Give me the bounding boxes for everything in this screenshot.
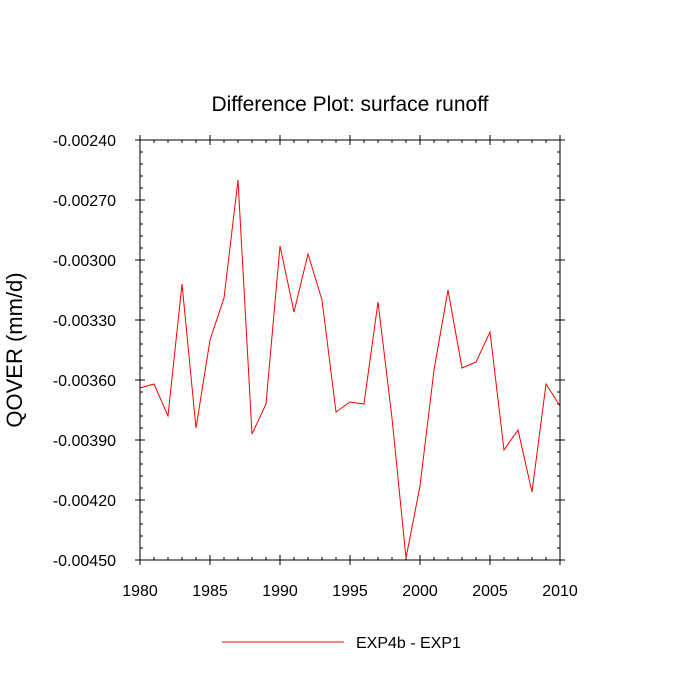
y-tick-label: -0.00360 [53, 373, 116, 390]
series-group [139, 179, 561, 559]
y-tick-label: -0.00240 [53, 133, 116, 150]
data-point [279, 245, 280, 246]
x-tick-label: 1990 [262, 583, 298, 600]
chart-title: Difference Plot: surface runoff [211, 93, 488, 116]
data-point [461, 367, 462, 368]
data-point [433, 369, 434, 370]
legend-label: EXP4b - EXP1 [356, 635, 461, 652]
x-tick-label: 2005 [472, 583, 508, 600]
y-tick-label: -0.00390 [53, 433, 116, 450]
y-tick-label: -0.00330 [53, 313, 116, 330]
plot-frame [139, 139, 561, 561]
data-point [167, 415, 168, 416]
y-tick-label: -0.00450 [53, 553, 116, 570]
data-point [545, 383, 546, 384]
data-point [391, 417, 392, 418]
data-point [447, 289, 448, 290]
data-point [363, 403, 364, 404]
data-point [209, 339, 210, 340]
data-point [419, 485, 420, 486]
y-tick-label: -0.00270 [53, 193, 116, 210]
data-point [503, 449, 504, 450]
data-point [293, 311, 294, 312]
data-point [223, 297, 224, 298]
data-point [475, 361, 476, 362]
x-tick-label: 2010 [542, 583, 578, 600]
data-point [335, 411, 336, 412]
series-line [139, 179, 561, 559]
data-point [237, 179, 238, 180]
x-tick-labels: 1980 1985 1990 1995 2000 2005 2010 [122, 583, 578, 600]
x-tick-label: 2000 [402, 583, 438, 600]
x-tick-label: 1995 [332, 583, 368, 600]
data-point [265, 403, 266, 404]
x-tick-label: 1985 [192, 583, 228, 600]
major-ticks [135, 135, 565, 565]
x-tick-label: 1980 [122, 583, 158, 600]
legend: EXP4b - EXP1 [222, 635, 461, 652]
data-point [531, 491, 532, 492]
y-axis-label: QOVER (mm/d) [2, 272, 27, 427]
y-tick-labels: -0.00240 -0.00270 -0.00300 -0.00330 -0.00360… [53, 133, 116, 570]
y-tick-label: -0.00300 [53, 253, 116, 270]
data-point [377, 301, 378, 302]
data-point [153, 383, 154, 384]
data-point [349, 401, 350, 402]
data-point [405, 557, 406, 558]
minor-ticks [139, 139, 561, 561]
y-tick-label: -0.00420 [53, 493, 116, 510]
data-point [195, 427, 196, 428]
data-point [307, 253, 308, 254]
data-point [251, 433, 252, 434]
data-point [489, 331, 490, 332]
data-point [181, 283, 182, 284]
data-point [517, 429, 518, 430]
data-point [321, 299, 322, 300]
